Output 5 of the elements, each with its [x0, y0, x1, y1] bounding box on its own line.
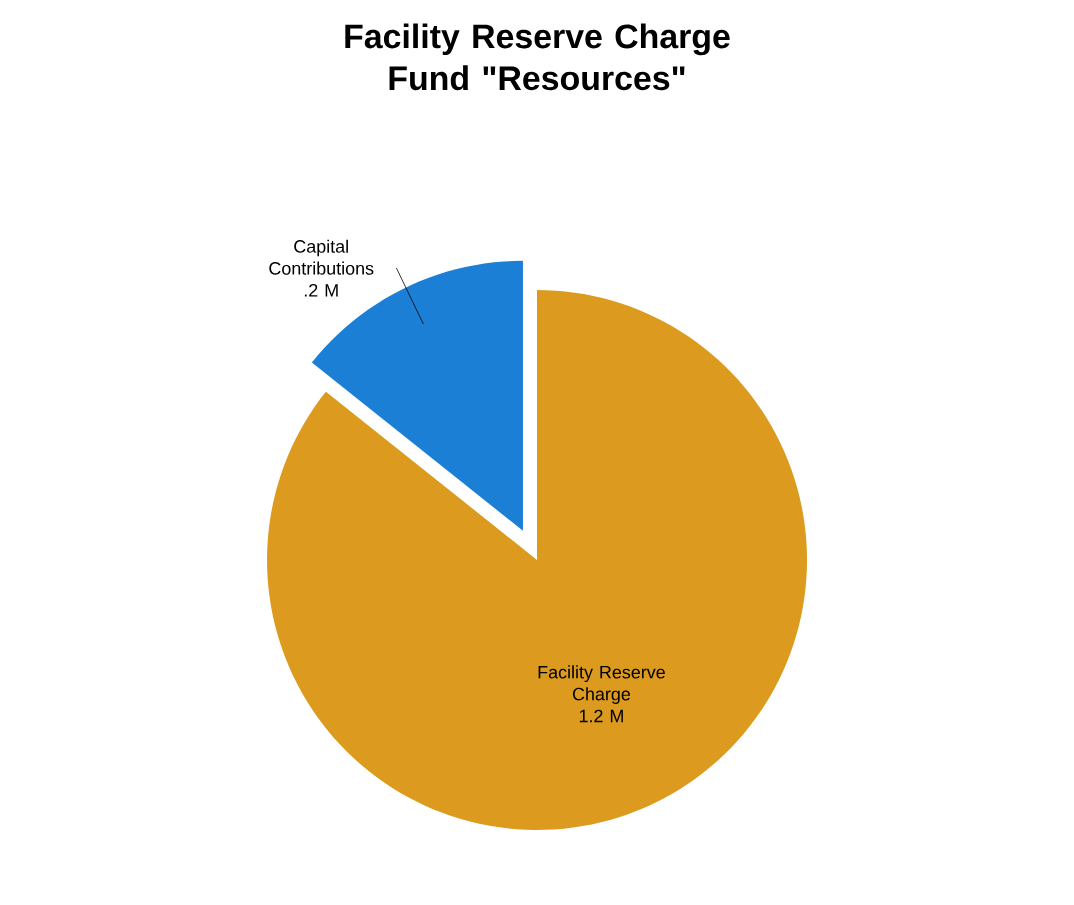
slice-label: Capital Contributions	[269, 239, 374, 275]
chart-title: Facility Reserve Charge Fund "Resources"	[345, 23, 730, 91]
data-label: 1.2 M	[579, 709, 623, 723]
data-label: .2 M	[304, 283, 338, 297]
slice-label: Facility Reserve Charge	[538, 665, 665, 704]
